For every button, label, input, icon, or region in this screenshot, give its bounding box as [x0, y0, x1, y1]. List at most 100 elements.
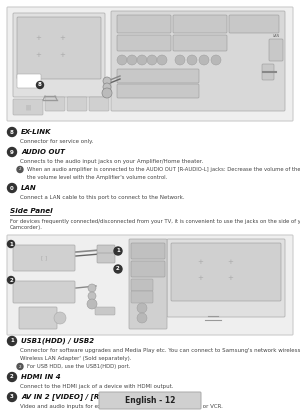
FancyBboxPatch shape [167, 239, 285, 317]
FancyBboxPatch shape [45, 97, 65, 111]
Text: +: + [227, 259, 233, 265]
Circle shape [54, 312, 66, 324]
FancyBboxPatch shape [117, 35, 171, 51]
Text: For devices frequently connected/disconnected from your TV, it is convenient to : For devices frequently connected/disconn… [10, 218, 300, 223]
Text: 2: 2 [116, 266, 120, 271]
Text: Video and audio inputs for external devices, such as a camcorder or VCR.: Video and audio inputs for external devi… [20, 404, 223, 409]
Text: 2: 2 [9, 278, 13, 282]
Circle shape [137, 303, 147, 313]
Circle shape [17, 363, 23, 370]
Text: Connect to the HDMI jack of a device with HDMI output.: Connect to the HDMI jack of a device wit… [20, 384, 173, 389]
Circle shape [102, 88, 112, 98]
FancyBboxPatch shape [117, 69, 199, 83]
Text: |||: ||| [25, 104, 31, 110]
Circle shape [147, 55, 157, 65]
FancyBboxPatch shape [89, 97, 109, 111]
Text: 2: 2 [19, 365, 21, 368]
FancyBboxPatch shape [13, 281, 75, 303]
FancyBboxPatch shape [117, 84, 199, 98]
FancyBboxPatch shape [229, 15, 279, 33]
FancyBboxPatch shape [7, 7, 293, 121]
FancyBboxPatch shape [131, 291, 153, 303]
Circle shape [103, 83, 111, 91]
Text: AUDIO OUT: AUDIO OUT [21, 149, 65, 155]
Circle shape [8, 183, 16, 192]
FancyBboxPatch shape [97, 245, 115, 255]
Text: Side Panel: Side Panel [10, 208, 52, 214]
Text: 1: 1 [9, 242, 13, 247]
FancyBboxPatch shape [19, 307, 57, 329]
Text: LAN: LAN [272, 34, 280, 38]
FancyBboxPatch shape [97, 253, 115, 263]
FancyBboxPatch shape [67, 97, 87, 111]
Circle shape [8, 337, 16, 346]
FancyBboxPatch shape [95, 307, 115, 315]
Text: English - 12: English - 12 [125, 396, 175, 405]
Circle shape [8, 392, 16, 401]
Text: 9: 9 [10, 150, 14, 154]
Circle shape [8, 128, 16, 137]
FancyBboxPatch shape [13, 13, 105, 97]
Text: +: + [35, 35, 41, 41]
FancyBboxPatch shape [171, 243, 281, 301]
Text: 0: 0 [10, 185, 14, 190]
FancyBboxPatch shape [131, 279, 153, 291]
Text: Wireless LAN Adapter' (Sold separately).: Wireless LAN Adapter' (Sold separately). [20, 356, 131, 361]
Text: When an audio amplifier is connected to the AUDIO OUT [R-AUDIO-L] jacks: Decreas: When an audio amplifier is connected to … [27, 167, 300, 172]
Text: 2: 2 [19, 168, 21, 171]
Text: the volume level with the Amplifier's volume control.: the volume level with the Amplifier's vo… [27, 175, 167, 180]
Text: HDMI IN 4: HDMI IN 4 [21, 374, 61, 380]
FancyBboxPatch shape [7, 235, 293, 335]
Circle shape [8, 147, 16, 157]
Text: 1: 1 [10, 339, 14, 344]
FancyBboxPatch shape [129, 239, 167, 329]
Text: Camcorder).: Camcorder). [10, 225, 43, 230]
FancyBboxPatch shape [13, 99, 43, 115]
Circle shape [211, 55, 221, 65]
Text: For USB HDD, use the USB1(HDD) port.: For USB HDD, use the USB1(HDD) port. [27, 364, 130, 369]
Text: Connector for software upgrades and Media Play etc. You can connect to Samsung's: Connector for software upgrades and Medi… [20, 348, 300, 353]
Circle shape [117, 55, 127, 65]
Text: 2: 2 [10, 375, 14, 380]
FancyBboxPatch shape [173, 15, 227, 33]
Text: Connector for service only.: Connector for service only. [20, 139, 93, 144]
Circle shape [8, 373, 16, 382]
FancyBboxPatch shape [13, 245, 75, 271]
Circle shape [87, 299, 97, 309]
FancyBboxPatch shape [111, 11, 285, 111]
Text: USB1(HDD) / USB2: USB1(HDD) / USB2 [21, 338, 94, 344]
FancyBboxPatch shape [117, 15, 171, 33]
Circle shape [17, 166, 23, 173]
Text: Connect a LAN cable to this port to connect to the Network.: Connect a LAN cable to this port to conn… [20, 195, 184, 200]
FancyBboxPatch shape [173, 35, 227, 51]
Circle shape [37, 81, 44, 88]
Circle shape [8, 276, 14, 283]
Text: 3: 3 [10, 394, 14, 399]
Circle shape [157, 55, 167, 65]
Text: AV IN 2 [VIDEO] / [R-AUDIO-L]: AV IN 2 [VIDEO] / [R-AUDIO-L] [21, 394, 138, 401]
FancyBboxPatch shape [131, 243, 165, 259]
Circle shape [127, 55, 137, 65]
Text: LAN: LAN [21, 185, 37, 191]
Circle shape [103, 77, 111, 85]
Circle shape [8, 240, 14, 247]
Text: 8: 8 [38, 83, 42, 88]
FancyBboxPatch shape [262, 64, 274, 80]
Text: +: + [59, 35, 65, 41]
Circle shape [88, 284, 96, 292]
Text: +: + [227, 275, 233, 281]
FancyBboxPatch shape [17, 74, 41, 88]
Circle shape [199, 55, 209, 65]
Text: +: + [35, 52, 41, 58]
FancyBboxPatch shape [269, 39, 283, 61]
Circle shape [187, 55, 197, 65]
Circle shape [114, 247, 122, 255]
Text: +: + [59, 52, 65, 58]
Circle shape [137, 313, 147, 323]
Circle shape [88, 292, 96, 300]
Text: +: + [197, 275, 203, 281]
Text: Connects to the audio input jacks on your Amplifier/Home theater.: Connects to the audio input jacks on you… [20, 159, 203, 164]
Text: EX-LINK: EX-LINK [21, 129, 52, 135]
FancyBboxPatch shape [17, 17, 101, 79]
FancyBboxPatch shape [131, 261, 165, 277]
